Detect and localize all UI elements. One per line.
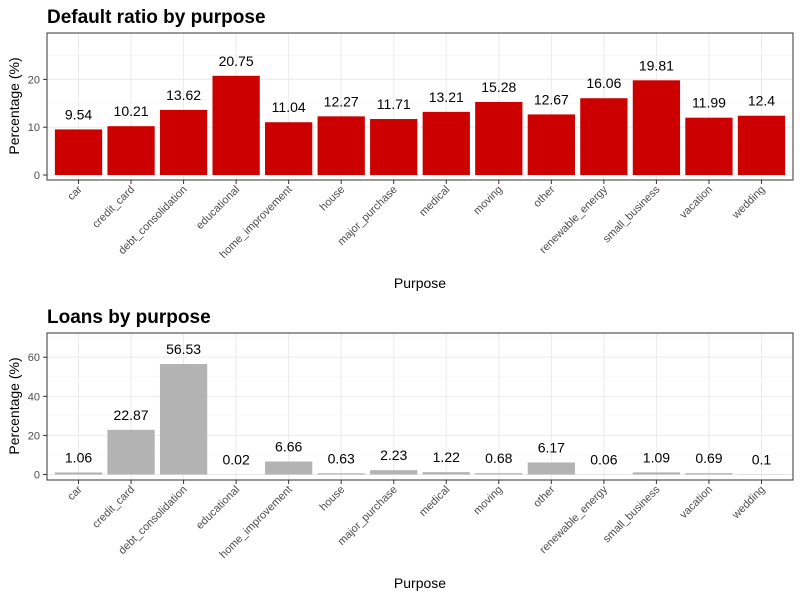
bar-car xyxy=(54,472,103,475)
bar-home_improvement xyxy=(265,461,313,475)
bar-other xyxy=(527,114,575,176)
data-label-major_purchase: 11.71 xyxy=(377,96,411,112)
bar-debt_consolidation xyxy=(159,364,208,475)
data-label-educational: 0.02 xyxy=(223,451,250,467)
data-label-moving: 0.68 xyxy=(485,450,512,466)
data-label-educational: 20.75 xyxy=(219,53,254,69)
bar-educational xyxy=(212,75,260,176)
data-label-home_improvement: 6.66 xyxy=(275,439,302,455)
x-tick-label-credit_card: credit_card xyxy=(90,184,137,231)
bar-vacation xyxy=(685,473,733,475)
x-tick-label-credit_card: credit_card xyxy=(90,484,137,531)
y-tick-label: 40 xyxy=(28,391,40,403)
x-tick-label-other: other xyxy=(531,483,557,509)
y-axis-title: Percentage (%) xyxy=(6,357,22,454)
y-tick-label: 20 xyxy=(28,74,40,86)
chart-title: Default ratio by purpose xyxy=(47,7,266,28)
x-axis-title: Purpose xyxy=(394,275,446,291)
bar-debt_consolidation xyxy=(159,109,208,176)
x-tick-label-wedding: wedding xyxy=(729,184,767,222)
data-label-car: 1.06 xyxy=(65,449,92,465)
data-label-medical: 1.22 xyxy=(433,449,460,465)
x-tick-label-educational: educational xyxy=(194,184,242,232)
data-label-vacation: 11.99 xyxy=(692,95,726,111)
data-label-debt_consolidation: 56.53 xyxy=(166,341,201,357)
data-label-house: 0.63 xyxy=(328,450,355,466)
x-tick-label-other: other xyxy=(531,183,557,209)
bars xyxy=(54,75,786,176)
x-tick-label-educational: educational xyxy=(194,484,242,532)
data-label-vacation: 0.69 xyxy=(695,450,722,466)
x-tick-label-moving: moving xyxy=(471,484,505,518)
data-label-debt_consolidation: 13.62 xyxy=(166,87,201,103)
data-label-credit_card: 10.21 xyxy=(114,103,149,119)
data-label-major_purchase: 2.23 xyxy=(380,447,407,463)
default-ratio-chart: Default ratio by purpose 9.54 10.21 13.62 2… xyxy=(6,7,794,291)
y-tick-label: 60 xyxy=(28,352,40,364)
data-label-wedding: 0.1 xyxy=(752,451,772,467)
bar-renewable_energy xyxy=(580,98,628,176)
x-tick-label-house: house xyxy=(318,184,348,214)
bar-small_business xyxy=(632,80,681,176)
x-tick-label-medical: medical xyxy=(417,184,452,219)
panel-border xyxy=(46,332,794,481)
bar-wedding xyxy=(737,115,786,176)
data-label-renewable_energy: 16.06 xyxy=(586,75,621,91)
y-tick-label: 0 xyxy=(34,470,40,482)
x-tick-label-small_business: small_business xyxy=(601,183,663,245)
data-labels: 9.54 10.21 13.62 20.75 11.04 12.27 11.71 13.21 1… xyxy=(65,53,775,123)
data-label-car: 9.54 xyxy=(65,106,92,122)
bar-vacation xyxy=(685,117,733,176)
bar-house xyxy=(317,473,365,475)
x-tick-label-vacation: vacation xyxy=(678,484,715,521)
bar-medical xyxy=(422,472,470,475)
grid xyxy=(47,333,793,480)
x-tick-label-small_business: small_business xyxy=(601,483,663,545)
x-tick-label-car: car xyxy=(65,183,85,203)
y-axis-title: Percentage (%) xyxy=(6,57,22,154)
data-label-other: 6.17 xyxy=(538,439,565,455)
y-tick-label: 0 xyxy=(34,170,40,182)
bar-other xyxy=(527,462,575,475)
y-tick-label: 20 xyxy=(28,430,40,442)
data-label-wedding: 12.4 xyxy=(748,93,775,109)
bar-credit_card xyxy=(107,429,155,475)
data-label-small_business: 1.09 xyxy=(643,449,670,465)
panel-border xyxy=(46,32,794,181)
bar-major_purchase xyxy=(370,119,418,176)
bar-major_purchase xyxy=(370,470,418,475)
grid xyxy=(47,33,793,180)
data-labels: 1.06 22.87 56.53 0.02 6.66 0.63 2.23 1.22 0.68 6.… xyxy=(65,341,772,467)
data-label-renewable_energy: 0.06 xyxy=(590,451,617,467)
bar-moving xyxy=(475,101,523,176)
bar-small_business xyxy=(632,472,681,475)
data-label-medical: 13.21 xyxy=(429,89,464,105)
x-axis-title: Purpose xyxy=(394,575,446,591)
x-tick-label-vacation: vacation xyxy=(678,184,715,221)
bar-home_improvement xyxy=(265,122,313,176)
data-label-house: 12.27 xyxy=(324,93,359,109)
y-tick-label: 10 xyxy=(28,122,40,134)
data-label-moving: 15.28 xyxy=(481,79,516,95)
data-label-credit_card: 22.87 xyxy=(114,407,149,423)
x-tick-label-car: car xyxy=(65,483,85,503)
data-label-home_improvement: 11.04 xyxy=(272,99,306,115)
x-tick-label-moving: moving xyxy=(471,184,505,218)
bar-moving xyxy=(475,473,523,475)
chart-title: Loans by purpose xyxy=(47,307,211,328)
x-tick-label-medical: medical xyxy=(417,484,452,519)
x-tick-label-house: house xyxy=(318,484,348,514)
bar-credit_card xyxy=(107,126,155,176)
data-label-small_business: 19.81 xyxy=(639,57,674,73)
bar-house xyxy=(317,116,365,176)
bars xyxy=(54,364,786,475)
bar-medical xyxy=(422,111,470,176)
data-label-other: 12.67 xyxy=(534,91,569,107)
x-tick-label-wedding: wedding xyxy=(729,484,767,522)
bar-car xyxy=(54,129,103,176)
loans-by-purpose-chart: Loans by purpose 1.06 22.87 56.53 0.02 6.66 0… xyxy=(6,307,794,591)
